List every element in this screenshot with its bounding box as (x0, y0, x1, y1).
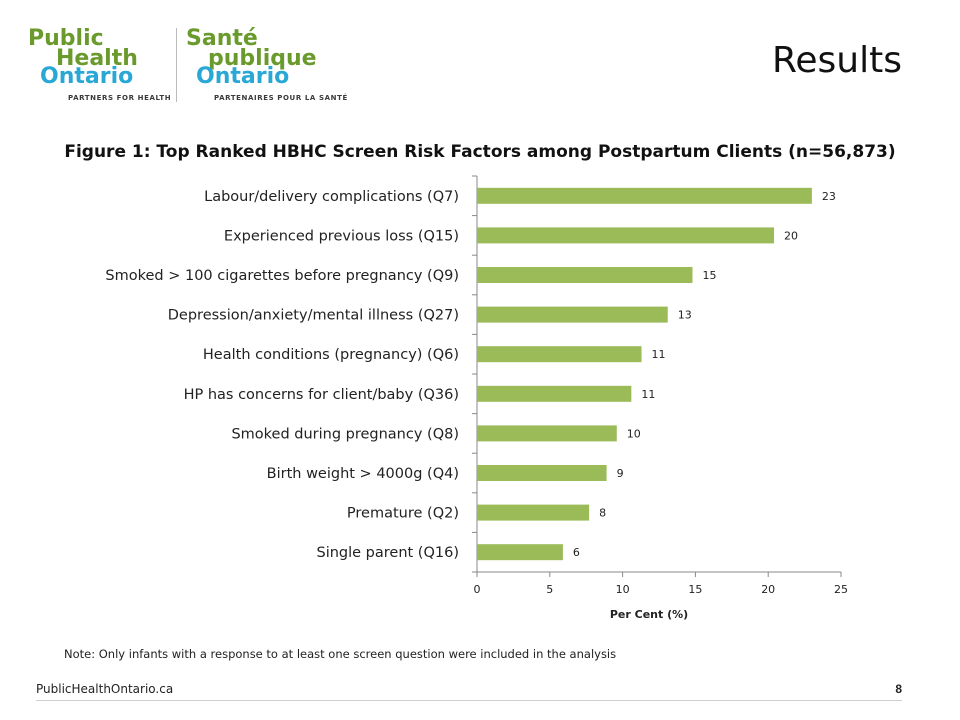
x-axis-title: Per Cent (%) (610, 608, 688, 621)
data-label: 6 (573, 546, 580, 559)
logo-fr-line1: Santé (186, 26, 258, 51)
data-label: 10 (627, 427, 641, 440)
logo-en-line1: Public (28, 26, 104, 51)
bar (477, 544, 563, 561)
data-label: 13 (678, 309, 692, 322)
logo-fr-line2: publique (208, 46, 317, 71)
bar (477, 227, 775, 244)
data-label: 15 (702, 269, 716, 282)
category-label: Experienced previous loss (Q15) (224, 228, 459, 244)
page-number: 8 (895, 682, 902, 696)
data-label: 11 (652, 348, 666, 361)
bar (477, 187, 812, 204)
x-tick-label: 10 (616, 583, 630, 596)
bar-chart: Labour/delivery complications (Q7) 23 Expe… (105, 175, 848, 621)
data-label: 11 (641, 388, 655, 401)
bar (477, 504, 590, 521)
x-tick-label: 15 (688, 583, 702, 596)
category-label: Birth weight > 4000g (Q4) (267, 466, 459, 482)
footer-divider (36, 700, 902, 701)
category-label: HP has concerns for client/baby (Q36) (184, 387, 459, 403)
bar (477, 267, 693, 283)
category-label: Single parent (Q16) (316, 545, 459, 561)
data-label: 23 (822, 190, 836, 203)
logo-fr-line3: Ontario (196, 64, 290, 89)
public-health-ontario-logo: Public Health Ontario PARTNERS FOR HEALT… (28, 24, 348, 106)
data-label: 8 (599, 507, 606, 520)
logo-en-line3: Ontario (40, 64, 134, 89)
bar (477, 385, 632, 402)
logo-en-tagline: PARTNERS FOR HEALTH (68, 94, 172, 102)
category-label: Smoked > 100 cigarettes before pregnancy… (105, 268, 459, 284)
x-tick-label: 25 (834, 583, 848, 596)
category-label: Labour/delivery complications (Q7) (204, 189, 459, 205)
x-tick-label: 20 (761, 583, 775, 596)
category-label: Premature (Q2) (347, 506, 459, 522)
category-label: Health conditions (pregnancy) (Q6) (203, 347, 459, 363)
x-tick-label: 5 (546, 583, 553, 596)
x-tick-label: 0 (474, 583, 481, 596)
data-label: 20 (784, 229, 798, 242)
bar (477, 306, 668, 323)
logo-divider (176, 28, 177, 102)
bar (477, 465, 607, 481)
bar (477, 346, 642, 363)
category-label: Depression/anxiety/mental illness (Q27) (168, 308, 459, 324)
analysis-note: Note: Only infants with a response to at… (64, 647, 617, 661)
data-label: 9 (617, 467, 624, 480)
logo-fr-tagline: PARTENAIRES POUR LA SANTÉ (214, 94, 348, 102)
chart-title: Figure 1: Top Ranked HBHC Screen Risk Fa… (64, 142, 896, 162)
category-label: Smoked during pregnancy (Q8) (231, 426, 459, 442)
logo-en-line2: Health (56, 46, 138, 71)
slide-title: Results (772, 40, 902, 81)
footer-site: PublicHealthOntario.ca (36, 682, 174, 696)
bar (477, 425, 617, 442)
